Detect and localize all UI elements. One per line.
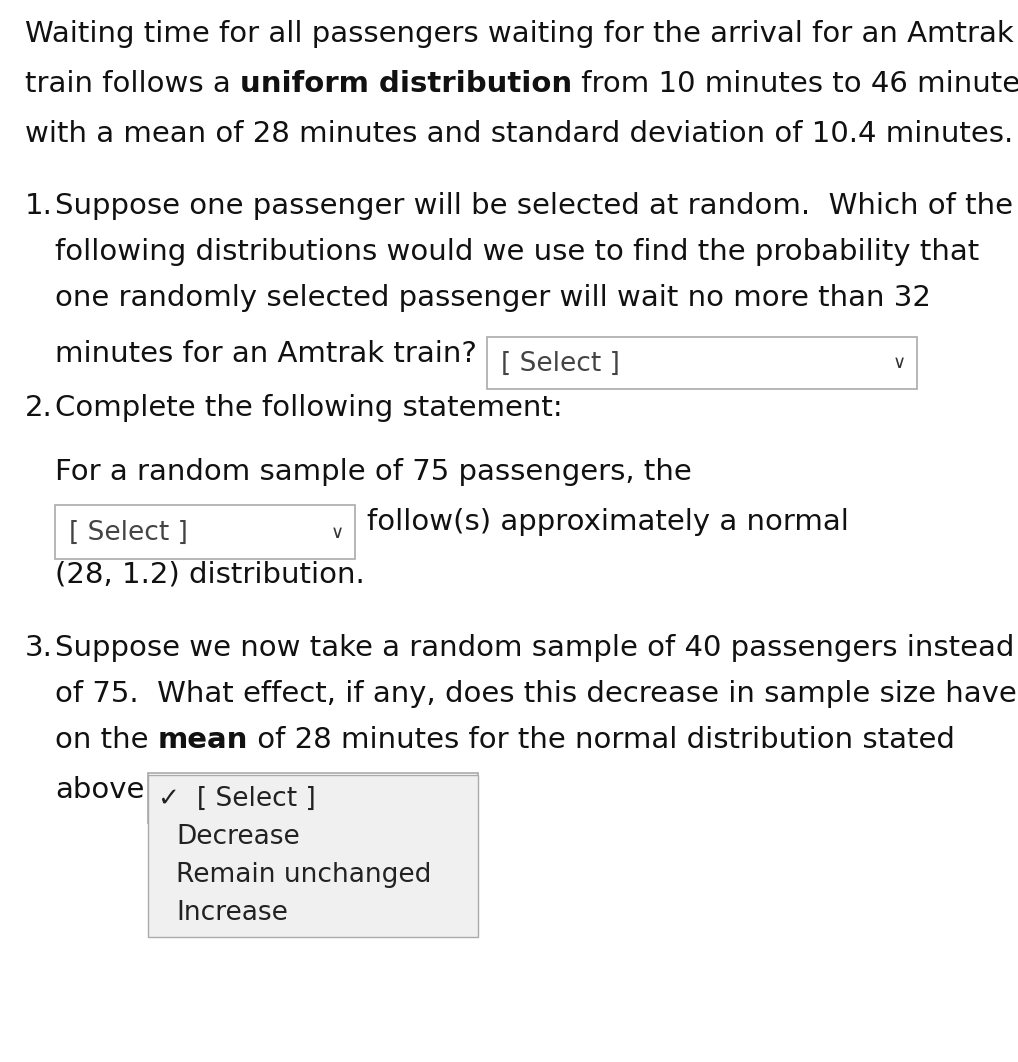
Text: (28, 1.2) distribution.: (28, 1.2) distribution. bbox=[55, 560, 364, 588]
Text: 3.: 3. bbox=[25, 634, 53, 662]
Text: Waiting time for all passengers waiting for the arrival for an Amtrak: Waiting time for all passengers waiting … bbox=[25, 20, 1014, 48]
Text: Decrease: Decrease bbox=[176, 824, 300, 850]
Text: Complete the following statement:: Complete the following statement: bbox=[55, 394, 563, 422]
Text: Suppose we now take a random sample of 40 passengers instead: Suppose we now take a random sample of 4… bbox=[55, 634, 1014, 662]
Text: Remain unchanged: Remain unchanged bbox=[176, 862, 432, 888]
FancyBboxPatch shape bbox=[149, 773, 478, 823]
Text: one randomly selected passenger will wait no more than 32: one randomly selected passenger will wai… bbox=[55, 284, 930, 312]
Text: 1.: 1. bbox=[25, 192, 53, 220]
FancyBboxPatch shape bbox=[149, 775, 478, 937]
Text: minutes for an Amtrak train?: minutes for an Amtrak train? bbox=[55, 340, 476, 369]
Text: ✓  [ Select ]: ✓ [ Select ] bbox=[159, 786, 317, 812]
Text: train follows a: train follows a bbox=[25, 70, 240, 98]
Text: of 28 minutes for the normal distribution stated: of 28 minutes for the normal distributio… bbox=[248, 726, 955, 754]
Text: following distributions would we use to find the probability that: following distributions would we use to … bbox=[55, 238, 979, 266]
Text: on the: on the bbox=[55, 726, 158, 754]
Text: of 75.  What effect, if any, does this decrease in sample size have: of 75. What effect, if any, does this de… bbox=[55, 680, 1017, 708]
Text: Increase: Increase bbox=[176, 900, 288, 926]
Text: from 10 minutes to 46 minutes,: from 10 minutes to 46 minutes, bbox=[572, 70, 1018, 98]
Text: ∨: ∨ bbox=[893, 355, 905, 373]
Text: [ Select ]: [ Select ] bbox=[501, 350, 620, 377]
Text: above: above bbox=[55, 776, 145, 804]
Text: 2.: 2. bbox=[25, 394, 53, 422]
Text: [ Select ]: [ Select ] bbox=[69, 519, 188, 546]
FancyBboxPatch shape bbox=[487, 337, 917, 389]
FancyBboxPatch shape bbox=[55, 506, 355, 559]
Text: mean: mean bbox=[158, 726, 248, 754]
Text: ꞌ: ꞌ bbox=[462, 790, 466, 805]
Text: ∨: ∨ bbox=[454, 789, 467, 807]
Text: follow(s) approximately a normal: follow(s) approximately a normal bbox=[367, 508, 849, 536]
Text: with a mean of 28 minutes and standard deviation of 10.4 minutes.: with a mean of 28 minutes and standard d… bbox=[25, 120, 1013, 148]
Text: uniform distribution: uniform distribution bbox=[240, 70, 572, 98]
Text: ∨: ∨ bbox=[331, 524, 343, 542]
Text: For a random sample of 75 passengers, the: For a random sample of 75 passengers, th… bbox=[55, 458, 692, 486]
Text: Suppose one passenger will be selected at random.  Which of the: Suppose one passenger will be selected a… bbox=[55, 192, 1013, 220]
